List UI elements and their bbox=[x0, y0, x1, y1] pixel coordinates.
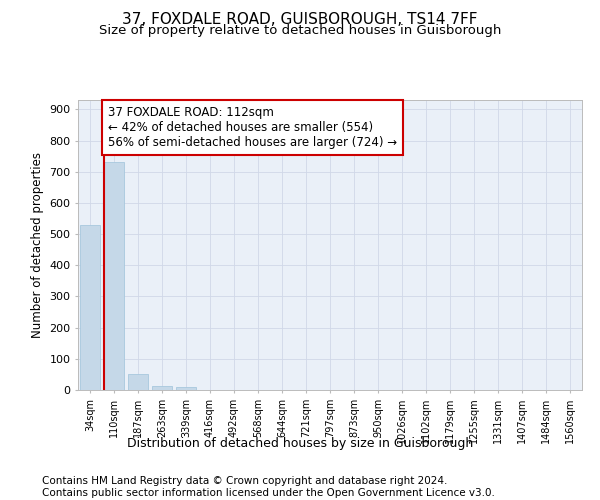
Text: Contains HM Land Registry data © Crown copyright and database right 2024.
Contai: Contains HM Land Registry data © Crown c… bbox=[42, 476, 495, 498]
Text: Distribution of detached houses by size in Guisborough: Distribution of detached houses by size … bbox=[127, 438, 473, 450]
Y-axis label: Number of detached properties: Number of detached properties bbox=[31, 152, 44, 338]
Bar bbox=[176, 387, 196, 390]
Text: Size of property relative to detached houses in Guisborough: Size of property relative to detached ho… bbox=[99, 24, 501, 37]
Bar bbox=[128, 374, 148, 390]
Bar bbox=[80, 224, 100, 390]
Text: 37, FOXDALE ROAD, GUISBOROUGH, TS14 7FF: 37, FOXDALE ROAD, GUISBOROUGH, TS14 7FF bbox=[122, 12, 478, 28]
Bar bbox=[104, 162, 124, 390]
Text: 37 FOXDALE ROAD: 112sqm
← 42% of detached houses are smaller (554)
56% of semi-d: 37 FOXDALE ROAD: 112sqm ← 42% of detache… bbox=[108, 106, 397, 149]
Bar bbox=[152, 386, 172, 390]
